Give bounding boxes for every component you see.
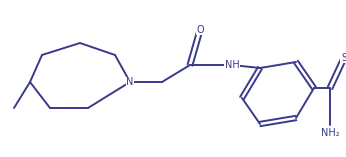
Text: O: O (196, 25, 204, 35)
Text: S: S (341, 53, 346, 63)
Text: N: N (126, 77, 134, 87)
Text: NH₂: NH₂ (321, 128, 339, 138)
Text: NH: NH (225, 60, 239, 70)
